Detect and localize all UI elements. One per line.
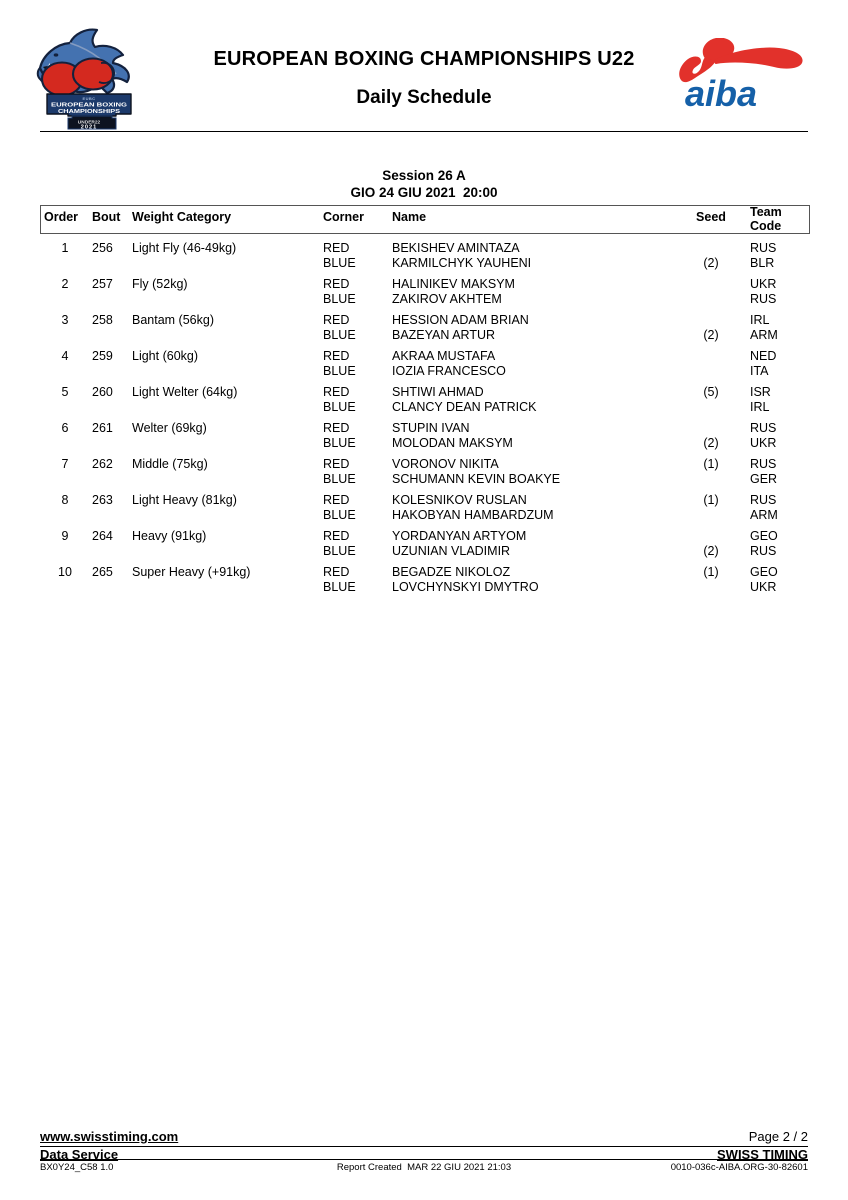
svg-text:CHAMPIONSHIPS: CHAMPIONSHIPS <box>58 109 121 115</box>
svg-text:2021: 2021 <box>81 125 97 131</box>
svg-text:aiba: aiba <box>685 73 757 113</box>
